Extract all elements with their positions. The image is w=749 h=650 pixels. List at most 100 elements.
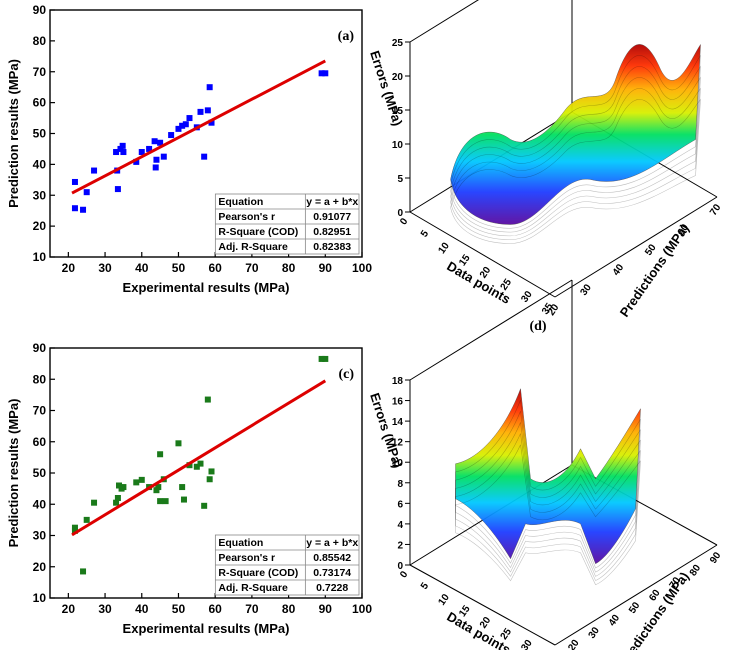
data-point	[71, 524, 78, 531]
y-tick-label: 80	[688, 563, 704, 579]
data-point	[201, 153, 208, 160]
z-tick-label: 4	[397, 520, 403, 531]
y-tick-label: 10	[33, 250, 47, 264]
y-axis-title: Prediction results (MPa)	[6, 399, 21, 548]
panel-label: (d)	[529, 319, 546, 334]
fit-line	[71, 59, 326, 195]
contour-line	[450, 98, 701, 244]
x-tick-label: 100	[352, 261, 372, 275]
data-point	[201, 502, 208, 509]
data-point	[157, 498, 164, 505]
z-tick-label: 14	[392, 417, 404, 428]
x-tick-label: 20	[62, 602, 76, 616]
x-axis-title: Experimental results (MPa)	[123, 621, 290, 636]
data-point	[83, 516, 90, 523]
data-point	[71, 178, 78, 185]
y-tick-label: 80	[33, 34, 47, 48]
x-tick-label: 40	[135, 261, 149, 275]
data-point	[80, 206, 87, 213]
data-point	[71, 527, 78, 534]
data-point	[180, 496, 187, 503]
data-point	[208, 468, 215, 475]
z-tick-label: 5	[397, 174, 403, 185]
x-tick-label: 10	[436, 592, 452, 608]
x-tick-label: 30	[98, 261, 112, 275]
y-tick-label: 10	[33, 591, 47, 605]
y-tick-label: 90	[33, 341, 47, 355]
data-point	[80, 568, 87, 575]
y-tick-label: 40	[33, 157, 47, 171]
data-point	[179, 484, 186, 491]
stats-label: R-Square (COD)	[218, 567, 298, 579]
data-point	[318, 355, 325, 362]
contour-line	[455, 422, 641, 577]
front-floor-edge	[554, 196, 718, 298]
x-axis-title: Experimental results (MPa)	[123, 280, 290, 295]
x-tick-label: 5	[419, 228, 431, 239]
stats-value: 0.82951	[313, 226, 351, 238]
contour-line	[455, 411, 641, 573]
x-tick-label: 0	[398, 216, 410, 227]
data-point	[146, 145, 153, 152]
data-point	[133, 479, 140, 486]
data-point	[157, 139, 164, 146]
data-point	[197, 460, 204, 467]
data-point	[206, 476, 213, 483]
data-point	[175, 440, 182, 447]
contour-line	[455, 444, 641, 586]
y-tick-label: 30	[587, 625, 603, 641]
data-point	[168, 132, 175, 139]
panel-c-scatter: 20 30 40 50 60 70 80 90 100 10 20 30 40 50 60 70 80 90 Exp…	[6, 341, 372, 636]
data-point	[114, 186, 121, 193]
x-tick-label: 0	[398, 569, 410, 580]
data-point	[120, 149, 127, 156]
error-surface	[450, 43, 701, 225]
data-point	[151, 138, 158, 145]
data-point	[204, 396, 211, 403]
data-point	[157, 451, 164, 458]
data-point	[152, 164, 159, 171]
stats-label: Equation	[218, 537, 263, 549]
y-tick-label: 40	[607, 613, 623, 629]
x-tick-label: 50	[172, 261, 186, 275]
y-tick-label: 60	[33, 435, 47, 449]
data-point	[91, 167, 98, 174]
x-tick-label: 50	[172, 602, 186, 616]
y-tick-label: 20	[33, 219, 47, 233]
panel-a-scatter: 20 30 40 50 60 70 80 90 100 10 20 30 40 50 60 70 80 90 Exp…	[6, 3, 372, 295]
z-tick-label: 16	[392, 397, 404, 408]
stats-label: Adj. R-Square	[218, 241, 288, 253]
back-top-edge	[409, 0, 479, 43]
contour-line	[450, 54, 701, 229]
data-point	[162, 498, 169, 505]
stats-label: Pearson's r	[218, 211, 275, 223]
y-tick-label: 50	[627, 600, 643, 616]
x-tick-label: 80	[282, 261, 296, 275]
y-tick-label: 90	[33, 3, 47, 17]
stats-label: Adj. R-Square	[218, 582, 288, 594]
x-tick-label: 80	[282, 602, 296, 616]
y-tick-label: 70	[33, 404, 47, 418]
fit-line	[71, 379, 327, 537]
data-point	[186, 115, 193, 122]
data-point	[322, 355, 329, 362]
x-tick-label: 10	[436, 240, 452, 256]
contour-line	[455, 433, 641, 581]
data-point	[318, 70, 325, 77]
y-axis-title: Prediction results (MPa)	[6, 59, 21, 208]
data-point	[206, 84, 213, 91]
data-point	[160, 153, 167, 160]
stats-label: Pearson's r	[218, 552, 275, 564]
back-top-edge	[409, 279, 573, 381]
y-tick-label: 30	[33, 188, 47, 202]
data-point	[113, 149, 120, 156]
y-tick-label: 60	[33, 96, 47, 110]
data-point	[138, 476, 145, 483]
x-tick-label: 30	[98, 602, 112, 616]
z-tick-label: 2	[397, 540, 403, 551]
x-tick-label: 70	[245, 602, 259, 616]
x-tick-label: 90	[319, 602, 333, 616]
